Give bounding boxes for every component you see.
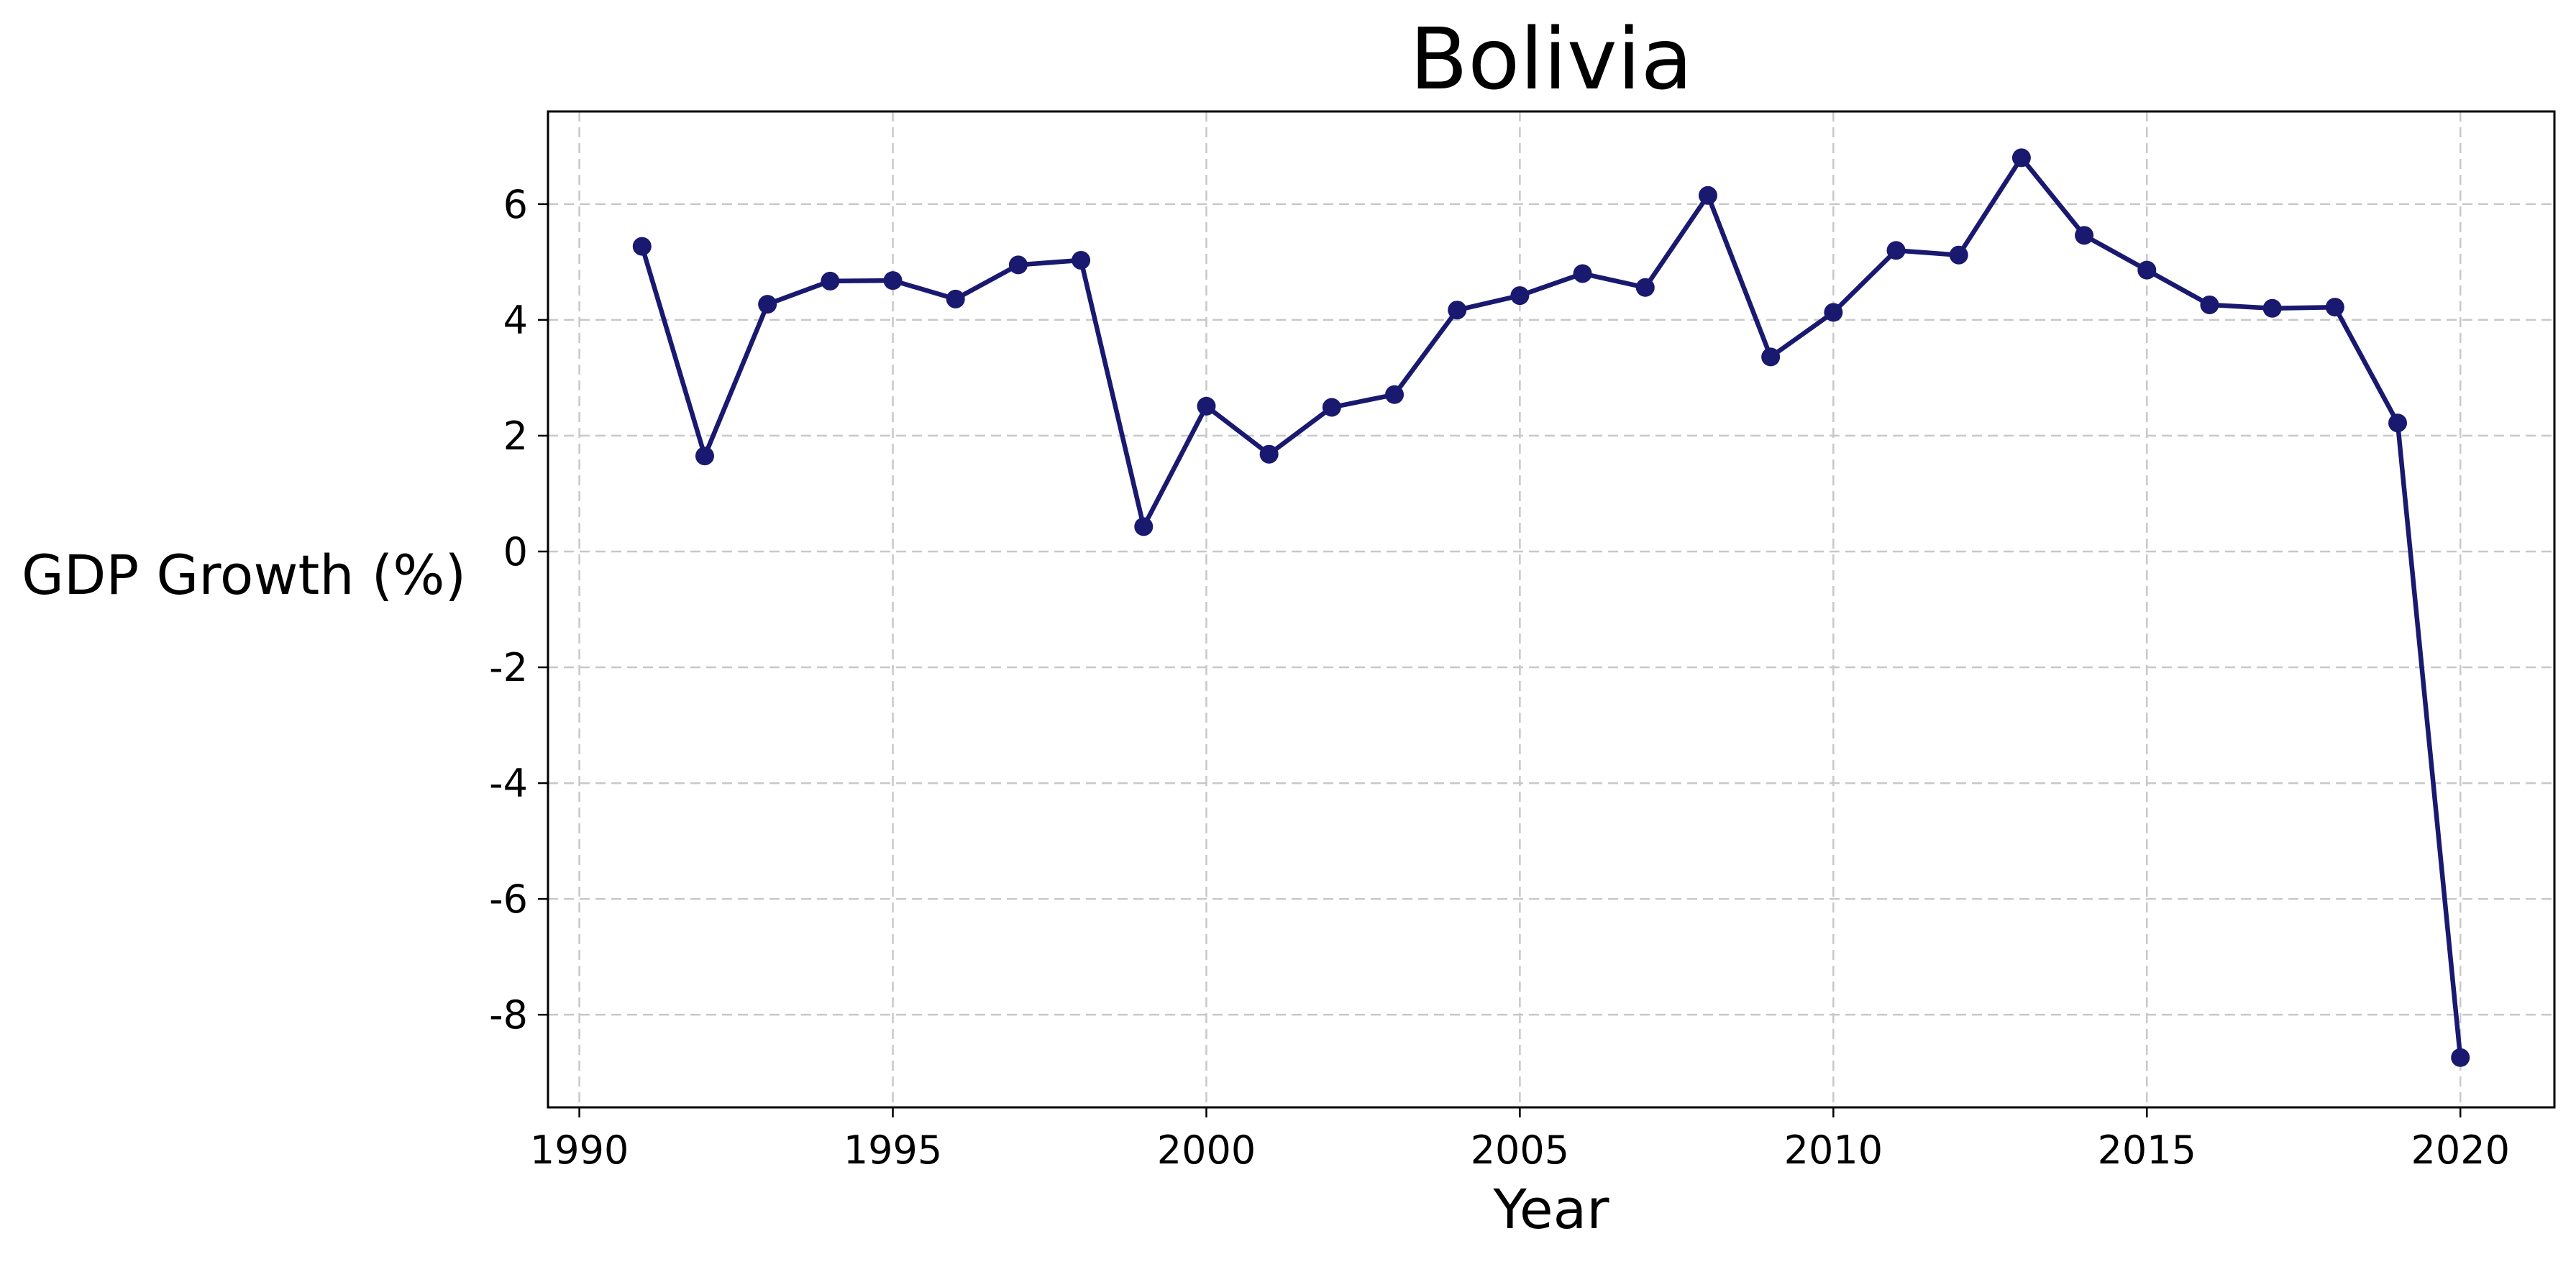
data-point <box>1385 385 1405 404</box>
x-axis-title: Year <box>1493 1177 1610 1241</box>
x-tick-label: 2010 <box>1784 1128 1883 1173</box>
data-point <box>1886 241 1906 260</box>
data-point <box>883 271 903 291</box>
axis-ticks: 1990 1995 2000 2005 2010 2015 2020 -8 -6 -4 -2 0 2 4 6 <box>489 182 2510 1173</box>
data-point <box>2137 260 2157 280</box>
data-point <box>1259 444 1279 464</box>
data-point <box>946 289 965 308</box>
data-point <box>1510 286 1530 306</box>
data-point <box>1134 517 1154 536</box>
y-tick-label: -6 <box>489 877 528 922</box>
y-axis-title: GDP Growth (%) <box>22 543 466 607</box>
y-tick-label: 4 <box>503 298 528 343</box>
x-tick-label: 1990 <box>530 1128 629 1173</box>
series-line <box>639 155 2463 1061</box>
y-tick-label: 6 <box>503 182 528 227</box>
chart-title: Bolivia <box>1410 9 1693 109</box>
y-tick-label: 2 <box>503 413 528 459</box>
data-point <box>1635 278 1655 297</box>
plot-frame <box>547 110 2556 1109</box>
data-point <box>1949 245 1968 265</box>
y-tick-label: -8 <box>489 992 528 1038</box>
data-point <box>1072 250 1091 270</box>
data-point <box>1197 396 1216 416</box>
data-point <box>1448 301 1467 320</box>
y-tick-label: -4 <box>489 761 528 806</box>
data-point <box>1322 398 1341 417</box>
data-point <box>1698 186 1717 205</box>
x-tick-label: 1995 <box>844 1128 942 1173</box>
data-point <box>2325 298 2344 317</box>
data-point <box>1824 303 1843 322</box>
y-tick-label: -2 <box>489 645 528 690</box>
data-point <box>695 447 714 466</box>
data-point <box>2262 298 2282 318</box>
data-point <box>1573 264 1592 283</box>
x-tick-label: 2005 <box>1471 1128 1569 1173</box>
data-point <box>2011 148 2031 168</box>
x-tick-label: 2015 <box>2098 1128 2196 1173</box>
data-point <box>1761 347 1781 367</box>
x-tick-label: 2020 <box>2411 1128 2510 1173</box>
data-point <box>2200 295 2219 314</box>
y-tick-label: 0 <box>503 529 528 575</box>
data-point <box>632 237 652 256</box>
data-point <box>758 295 777 314</box>
data-point <box>2451 1048 2470 1067</box>
data-point <box>821 271 840 291</box>
x-tick-label: 2000 <box>1157 1128 1256 1173</box>
data-point <box>2075 226 2094 245</box>
data-point <box>1008 255 1028 275</box>
series-layer <box>632 148 2470 1067</box>
data-point <box>2388 413 2408 433</box>
